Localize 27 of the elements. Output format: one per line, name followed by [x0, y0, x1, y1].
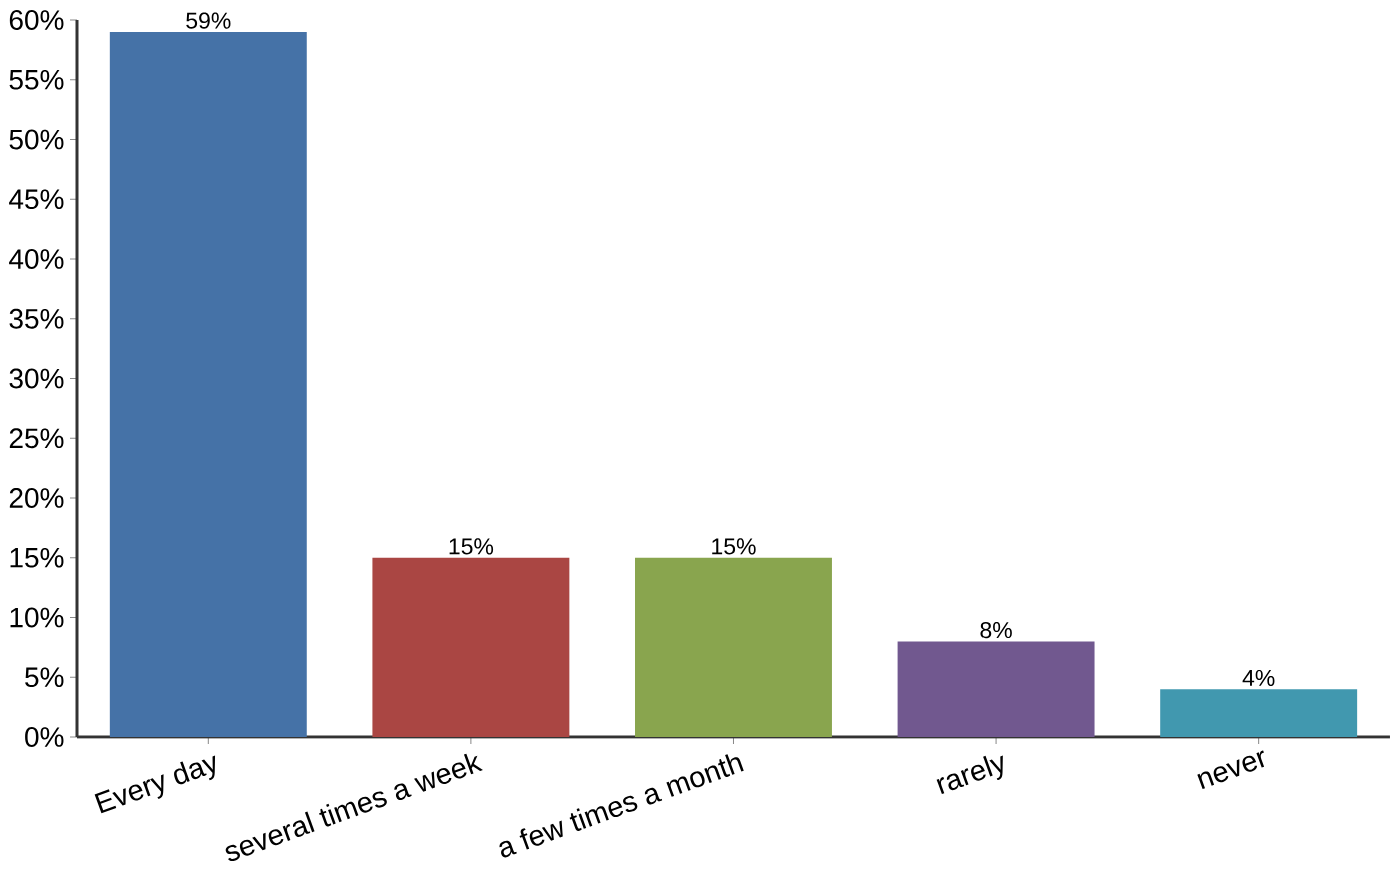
y-tick-label: 10% — [10, 607, 64, 628]
data-label: 15% — [712, 538, 756, 555]
y-tick-label: 55% — [9, 69, 64, 90]
y-tick-label: 20% — [9, 488, 64, 508]
x-tick-label: Every day — [94, 755, 216, 814]
data-label: 4% — [1242, 669, 1275, 687]
data-label: 8% — [980, 621, 1012, 639]
data-label: 15% — [449, 538, 494, 555]
y-tick-label: 45% — [9, 189, 64, 210]
x-tick-label: never — [1197, 750, 1265, 790]
bar — [635, 557, 832, 737]
y-tick-label: 30% — [9, 368, 64, 389]
bar — [897, 641, 1095, 737]
y-tick-label: 50% — [9, 129, 64, 150]
y-tick-label: 5% — [25, 667, 64, 688]
y-tick-label: 25% — [9, 428, 64, 449]
data-label: 59% — [186, 12, 231, 29]
y-tick-label: 40% — [9, 249, 64, 269]
bar — [1160, 689, 1358, 737]
y-tick-label: 35% — [9, 308, 64, 329]
bar — [372, 557, 570, 737]
y-tick-label: 0% — [25, 727, 64, 747]
x-tick-label: rarely — [936, 755, 1003, 795]
bar — [109, 31, 307, 737]
x-tick-label: a few times a month — [499, 754, 744, 858]
y-tick-label: 15% — [10, 547, 64, 568]
y-tick-label: 60% — [9, 10, 64, 30]
